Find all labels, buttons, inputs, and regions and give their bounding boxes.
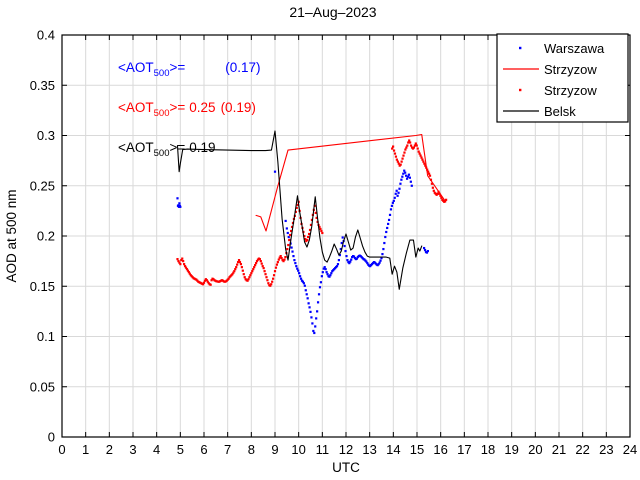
x-tick-label: 23 (599, 442, 613, 457)
x-tick-label: 6 (200, 442, 207, 457)
x-tick-label: 2 (106, 442, 113, 457)
x-tick-label: 3 (129, 442, 136, 457)
y-tick-label: 0.25 (30, 178, 55, 193)
y-tick-label: 0.05 (30, 379, 55, 394)
annotation-2: <AOT500>= 0.19 (118, 140, 216, 159)
x-tick-label: 16 (433, 442, 447, 457)
legend-label: Belsk (544, 104, 576, 119)
series-strzyzow-dot (176, 139, 448, 287)
y-axis-title: AOD at 500 nm (4, 189, 19, 282)
y-tick-label: 0.3 (37, 128, 55, 143)
x-tick-label: 17 (457, 442, 471, 457)
y-tick-label: 0.15 (30, 279, 55, 294)
chart-data-series (176, 130, 448, 335)
legend-entry-strzyzow-line[interactable]: Strzyzow (503, 62, 597, 77)
y-tick-label: 0.1 (37, 329, 55, 344)
y-tick-label: 0 (48, 430, 55, 445)
series-belsk-line (176, 130, 423, 290)
legend-box (496, 33, 629, 123)
x-tick-label: 10 (291, 442, 305, 457)
legend-label: Strzyzow (544, 83, 597, 98)
x-tick-label: 5 (177, 442, 184, 457)
x-tick-label: 7 (224, 442, 231, 457)
axis-ticks (61, 34, 631, 438)
annotation-0: <AOT500>= (0.17) (118, 60, 261, 79)
annotation-1: <AOT500>= 0.25 (0.19) (118, 100, 256, 119)
chart-annotations: <AOT500>= (0.17) <AOT500>= 0.25 (0.19) <AOT50… (118, 60, 261, 159)
chart-legend: Warszawa Strzyzow Strzyzow Belsk (496, 33, 629, 123)
x-tick-label: 13 (362, 442, 376, 457)
x-tick-label: 22 (575, 442, 589, 457)
x-tick-label: 21 (552, 442, 566, 457)
legend-label: Warszawa (544, 41, 605, 56)
x-tick-label: 20 (528, 442, 542, 457)
x-tick-label: 12 (339, 442, 353, 457)
x-tick-label: 1 (82, 442, 89, 457)
y-tick-label: 0.35 (30, 78, 55, 93)
legend-entry-warszawa-dot[interactable]: Warszawa (519, 41, 605, 56)
legend-dot-marker (519, 46, 522, 50)
y-tick-label: 0.2 (37, 229, 55, 244)
x-tick-label: 24 (623, 442, 637, 457)
y-tick-label: 0.4 (37, 28, 55, 43)
legend-dot-marker (519, 88, 522, 92)
x-tick-label: 8 (248, 442, 255, 457)
x-tick-label: 4 (153, 442, 160, 457)
grid-lines (62, 35, 630, 437)
x-tick-label: 15 (410, 442, 424, 457)
legend-label: Strzyzow (544, 62, 597, 77)
x-tick-label: 11 (316, 442, 330, 457)
legend-entry-strzyzow-dot[interactable]: Strzyzow (519, 83, 597, 98)
x-tick-label: 18 (481, 442, 495, 457)
x-axis-title: UTC (332, 460, 360, 475)
x-tick-label: 14 (386, 442, 400, 457)
series-strzyzow-line (255, 133, 446, 232)
x-tick-label: 19 (504, 442, 518, 457)
x-tick-label: 0 (58, 442, 65, 457)
x-tick-label: 9 (271, 442, 278, 457)
legend-entry-belsk-line[interactable]: Belsk (503, 104, 576, 119)
chart-title: 21–Aug–2023 (289, 4, 376, 20)
axis-tick-labels: 0 1 2 3 4 5 6 7 8 9 10 11 12 13 14 15 16 17 18 19 20 21 22 23 24… (30, 28, 638, 458)
